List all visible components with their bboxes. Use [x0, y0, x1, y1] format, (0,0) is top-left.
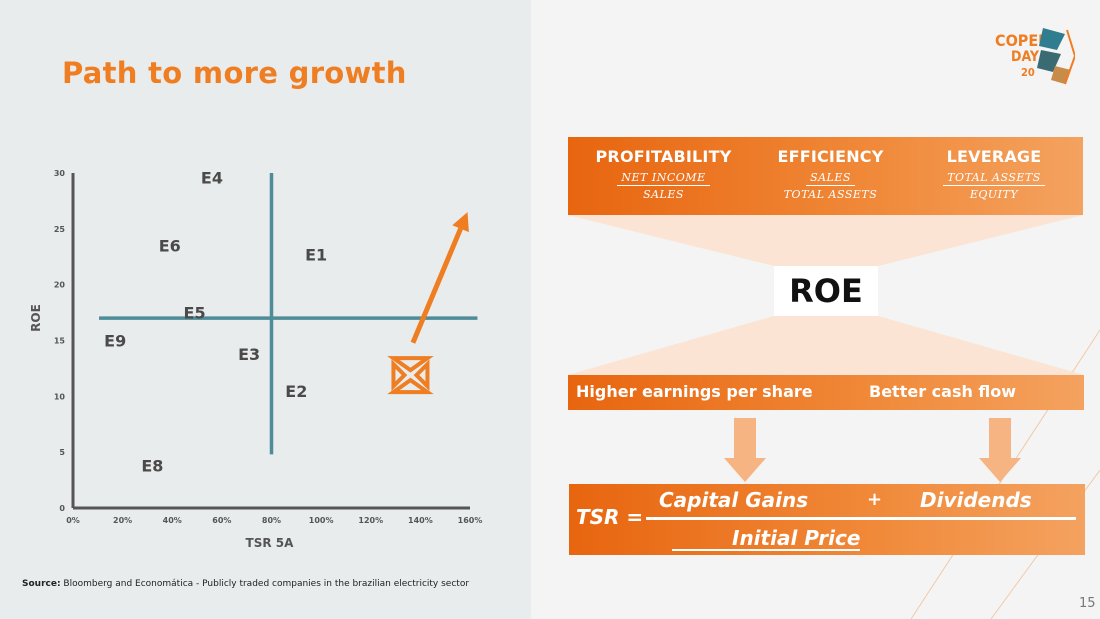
ratio-leverage: LEVERAGE TOTAL ASSETS EQUITY [934, 137, 1054, 201]
ratio-denominator: SALES [643, 188, 684, 201]
logo-stroke [413, 359, 430, 391]
point-label-e3: E3 [238, 345, 260, 364]
y-tick-label: 15 [54, 337, 66, 346]
x-tick-label: 120% [358, 516, 383, 525]
y-tick-label: 5 [59, 448, 65, 457]
logo-stroke [387, 377, 434, 395]
point-label-e5: E5 [184, 304, 206, 323]
point-label-e6: E6 [159, 237, 181, 256]
x-tick-label: 0% [66, 516, 80, 525]
down-arrow-right-icon [979, 418, 1021, 482]
logo-graphic [1037, 28, 1075, 85]
x-tick-label: 20% [113, 516, 132, 525]
ratio-heading: LEVERAGE [946, 147, 1042, 166]
ratio-profitability: PROFITABILITY NET INCOME SALES [586, 137, 741, 201]
ratio-numerator: NET INCOME [617, 171, 710, 186]
source-note: Source: Bloomberg and Economática - Publ… [22, 579, 469, 589]
formula-plus: + [867, 489, 883, 510]
benefit-cash-flow: Better cash flow [869, 382, 1017, 401]
page-number: 15 [1079, 596, 1096, 611]
source-text: Bloomberg and Economática - Publicly tra… [60, 579, 470, 589]
roe-label: ROE [774, 266, 878, 316]
ratio-efficiency: EFFICIENCY SALES TOTAL ASSETS [763, 137, 898, 201]
source-label: Source: [22, 579, 61, 589]
y-tick-label: 25 [54, 225, 66, 234]
ratio-denominator: TOTAL ASSETS [783, 188, 878, 201]
benefit-eps: Higher earnings per share [576, 382, 813, 401]
point-label-e4: E4 [201, 168, 223, 187]
scatter-chart: 0% 20% 40% 60% 80% 100% 120% 140% 160% 0 5 10 15 20 25… [29, 168, 483, 550]
x-tick-label: 160% [458, 516, 483, 525]
ratio-numerator: SALES [806, 171, 855, 186]
down-arrow-left-icon [724, 418, 766, 482]
x-tick-label: 80% [262, 516, 281, 525]
roe-components-box: PROFITABILITY NET INCOME SALES EFFICIENC… [568, 137, 1083, 215]
benefits-box: Higher earnings per share Better cash fl… [568, 375, 1084, 410]
formula-dividends: Dividends [920, 488, 1032, 512]
logo-line1: COPEL [995, 31, 1048, 50]
x-tick-label: 140% [408, 516, 433, 525]
ratio-denominator: EQUITY [969, 188, 1019, 201]
ratio-heading: EFFICIENCY [777, 147, 884, 166]
slide-title: Path to more growth [62, 56, 407, 90]
y-tick-label: 20 [54, 281, 66, 290]
growth-arrow-shaft [410, 227, 463, 344]
point-label-e9: E9 [104, 332, 126, 351]
logo-stroke [387, 356, 434, 373]
point-label-e8: E8 [141, 457, 163, 476]
formula-lhs: TSR = [576, 505, 644, 529]
y-tick-label: 0 [59, 504, 65, 513]
y-tick-label: 30 [54, 169, 66, 178]
logo-stroke [391, 359, 408, 391]
copel-day-logo: COPEL DAY 20 [995, 26, 1075, 86]
formula-initial-price: Initial Price [672, 527, 861, 551]
copel-logo-point-icon [387, 356, 434, 395]
logo-year: 20 [1021, 66, 1035, 79]
x-tick-label: 60% [212, 516, 231, 525]
growth-arrow-head-icon [452, 212, 469, 233]
logo-line2: DAY [1011, 49, 1039, 65]
point-label-e1: E1 [305, 246, 327, 265]
left-panel [0, 0, 531, 619]
ratio-heading: PROFITABILITY [595, 147, 732, 166]
point-label-e2: E2 [285, 382, 307, 401]
x-tick-label: 100% [309, 516, 334, 525]
x-axis-title: TSR 5A [246, 536, 295, 550]
ratio-numerator: TOTAL ASSETS [943, 171, 1045, 186]
y-tick-label: 10 [54, 392, 66, 401]
x-tick-label: 40% [163, 516, 182, 525]
formula-capital-gains: Capital Gains [659, 488, 809, 512]
fraction-bar [646, 517, 1076, 520]
tsr-formula-box: TSR = Capital Gains + Dividends Initial … [569, 484, 1085, 555]
y-axis-title: ROE [29, 304, 43, 332]
